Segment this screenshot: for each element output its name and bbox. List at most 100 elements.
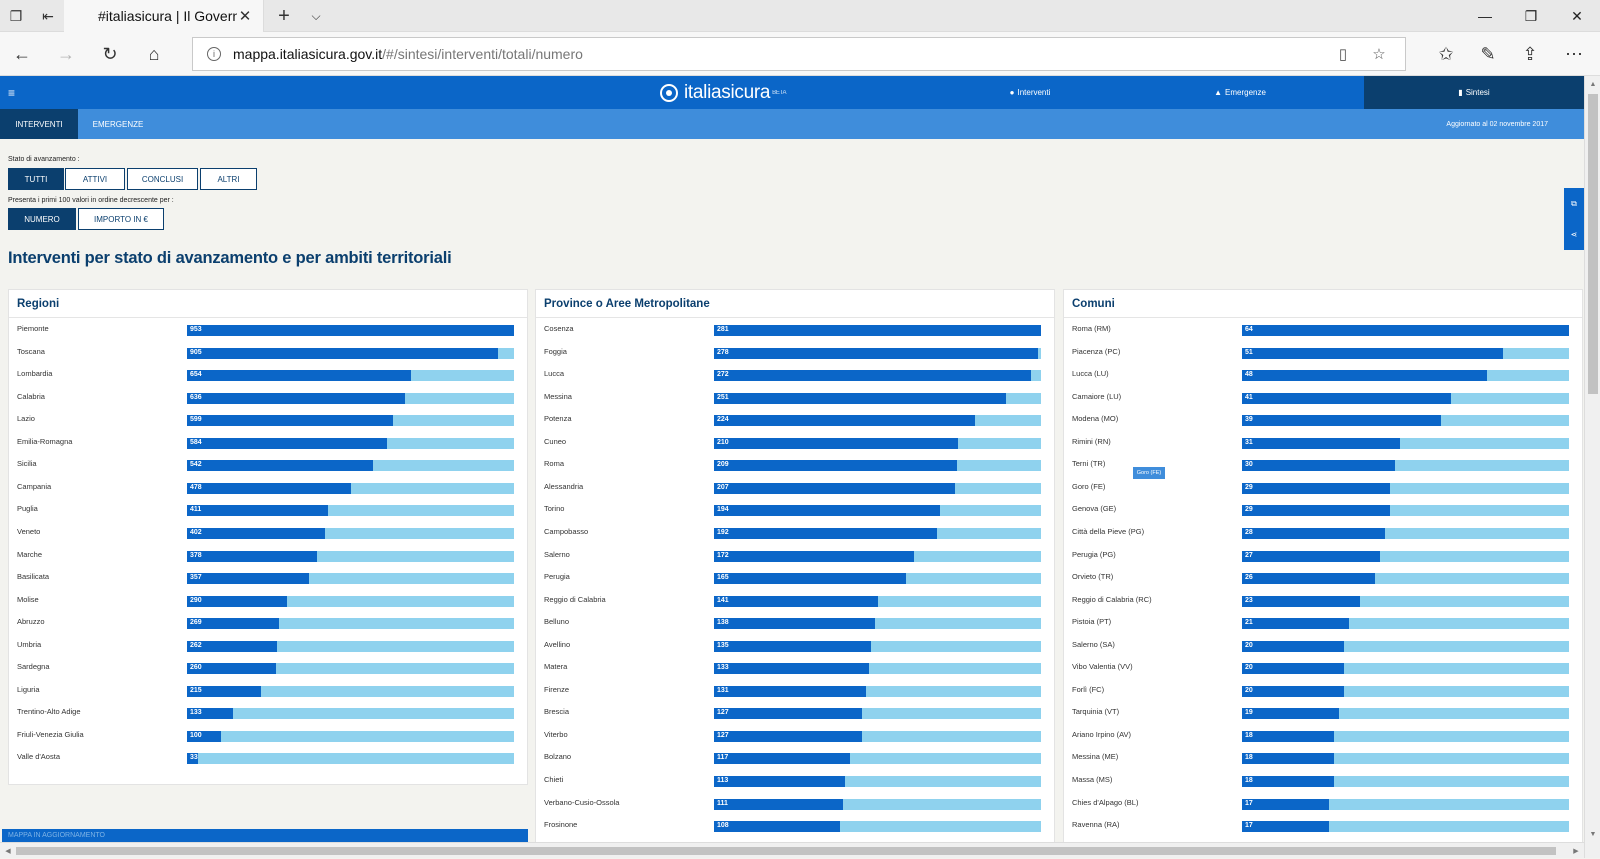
filter-attivi-button[interactable]: ATTIVI	[65, 168, 125, 190]
bar-fill[interactable]: 262	[187, 640, 277, 652]
bar-fill[interactable]: 100	[187, 730, 222, 742]
bar-fill[interactable]: 111	[714, 798, 844, 810]
bar-fill[interactable]: 138	[714, 618, 875, 630]
bar-row[interactable]: Matera 133	[536, 656, 1054, 678]
bar-fill[interactable]: 20	[1242, 663, 1345, 675]
bar-fill[interactable]: 18	[1242, 730, 1334, 742]
bar-row[interactable]: Foggia 278	[536, 341, 1054, 363]
bar-fill[interactable]: 127	[714, 730, 862, 742]
bar-row[interactable]: Umbria 262	[9, 634, 527, 656]
horizontal-scrollbar[interactable]: ◀ ▶	[0, 842, 1584, 858]
bar-fill[interactable]: 269	[187, 618, 280, 630]
notes-pen-icon[interactable]: ✎	[1480, 43, 1496, 64]
bar-row[interactable]: Valle d'Aosta 33	[9, 746, 527, 768]
tabs-aside-icon[interactable]: ❐	[9, 7, 23, 24]
bar-fill[interactable]: 402	[187, 527, 325, 539]
bar-row[interactable]: Torino 194	[536, 498, 1054, 520]
bar-row[interactable]: Lucca 272	[536, 363, 1054, 385]
favorite-star-icon[interactable]: ☆	[1372, 46, 1386, 63]
bar-fill[interactable]: 39	[1242, 415, 1442, 427]
bar-fill[interactable]: 357	[187, 573, 310, 585]
bar-fill[interactable]: 290	[187, 595, 287, 607]
filter-altri-button[interactable]: ALTRI	[200, 168, 257, 190]
bar-row[interactable]: Chies d'Alpago (BL) 17	[1064, 792, 1582, 814]
bar-row[interactable]: Viterbo 127	[536, 724, 1054, 746]
more-menu-icon[interactable]: ⋯	[1565, 43, 1583, 64]
bar-fill[interactable]: 411	[187, 505, 329, 517]
nav-emergenze[interactable]: ▲ Emergenze	[1140, 76, 1340, 109]
open-external-icon[interactable]: ⧉	[1571, 198, 1577, 208]
bar-fill[interactable]: 127	[714, 708, 862, 720]
bar-row[interactable]: Veneto 402	[9, 521, 527, 543]
bar-row[interactable]: Cuneo 210	[536, 431, 1054, 453]
bar-row[interactable]: Abruzzo 269	[9, 611, 527, 633]
bar-row[interactable]: Emilia-Romagna 584	[9, 431, 527, 453]
bar-row[interactable]: Reggio di Calabria (RC) 23	[1064, 589, 1582, 611]
bar-fill[interactable]: 953	[187, 325, 514, 336]
home-icon[interactable]: ⌂	[148, 43, 160, 64]
bar-row[interactable]: Firenze 131	[536, 679, 1054, 701]
bar-fill[interactable]: 905	[187, 347, 498, 359]
bar-row[interactable]: Messina 251	[536, 386, 1054, 408]
bar-row[interactable]: Cosenza 281	[536, 318, 1054, 340]
bar-row[interactable]: Toscana 905	[9, 341, 527, 363]
bar-row[interactable]: Sardegna 260	[9, 656, 527, 678]
bar-fill[interactable]: 29	[1242, 505, 1391, 517]
tab-emergenze[interactable]: EMERGENZE	[92, 119, 144, 129]
forward-icon[interactable]: →	[57, 43, 75, 64]
hamburger-menu-icon[interactable]: ≡	[8, 85, 16, 100]
bar-fill[interactable]: 133	[187, 708, 233, 720]
bar-row[interactable]: Messina (ME) 18	[1064, 746, 1582, 768]
bar-row[interactable]: Frosinone 108	[536, 814, 1054, 836]
bar-fill[interactable]: 29	[1242, 482, 1391, 494]
bar-row[interactable]: Tarquinia (VT) 19	[1064, 701, 1582, 723]
scroll-up-icon[interactable]: ▲	[1589, 80, 1597, 88]
vertical-scrollbar[interactable]: ▲ ▼	[1584, 76, 1600, 858]
bar-row[interactable]: Città della Pieve (PG) 28	[1064, 521, 1582, 543]
bar-row[interactable]: Trentino-Alto Adige 133	[9, 701, 527, 723]
bar-row[interactable]: Puglia 411	[9, 498, 527, 520]
bar-fill[interactable]: 18	[1242, 753, 1334, 765]
bar-row[interactable]: Brescia 127	[536, 701, 1054, 723]
bar-fill[interactable]: 165	[714, 573, 906, 585]
hscroll-thumb[interactable]	[16, 847, 1556, 855]
bar-row[interactable]: Marche 378	[9, 544, 527, 566]
bar-fill[interactable]: 224	[714, 415, 975, 427]
scroll-left-icon[interactable]: ◀	[5, 848, 11, 855]
bar-row[interactable]: Piemonte 953	[9, 318, 527, 340]
bar-fill[interactable]: 51	[1242, 347, 1503, 359]
bar-fill[interactable]: 64	[1242, 325, 1569, 336]
bar-row[interactable]: Verbano-Cusio-Ossola 111	[536, 792, 1054, 814]
bar-fill[interactable]: 33	[187, 753, 199, 765]
bar-fill[interactable]: 599	[187, 415, 393, 427]
bar-fill[interactable]: 272	[714, 370, 1031, 382]
bar-fill[interactable]: 18	[1242, 776, 1334, 787]
bar-row[interactable]: Massa (MS) 18	[1064, 769, 1582, 791]
bar-row[interactable]: Salerno (SA) 20	[1064, 634, 1582, 656]
bar-row[interactable]: Perugia 165	[536, 566, 1054, 588]
bar-fill[interactable]: 23	[1242, 595, 1360, 607]
bar-fill[interactable]: 135	[714, 640, 872, 652]
bar-row[interactable]: Avellino 135	[536, 634, 1054, 656]
bar-row[interactable]: Bolzano 117	[536, 746, 1054, 768]
bar-fill[interactable]: 117	[714, 753, 851, 765]
bar-fill[interactable]: 141	[714, 595, 879, 607]
bar-row[interactable]: Friuli-Venezia Giulia 100	[9, 724, 527, 746]
bar-row[interactable]: Roma 209	[536, 453, 1054, 475]
bar-fill[interactable]: 172	[714, 550, 915, 562]
bar-fill[interactable]: 26	[1242, 573, 1375, 585]
bar-fill[interactable]: 19	[1242, 708, 1340, 720]
order-numero-button[interactable]: NUMERO	[8, 208, 76, 230]
bar-fill[interactable]: 278	[714, 347, 1038, 359]
bar-row[interactable]: Goro (FE) 29	[1064, 476, 1582, 498]
bar-fill[interactable]: 260	[187, 663, 277, 675]
bar-fill[interactable]: 636	[187, 392, 406, 404]
bar-row[interactable]: Chieti 113	[536, 769, 1054, 791]
scroll-right-icon[interactable]: ▶	[1573, 848, 1579, 855]
nav-interventi[interactable]: ● Interventi	[930, 76, 1130, 109]
bar-row[interactable]: Piacenza (PC) 51	[1064, 341, 1582, 363]
bar-fill[interactable]: 28	[1242, 527, 1386, 539]
bar-row[interactable]: Campania 478	[9, 476, 527, 498]
bar-fill[interactable]: 251	[714, 392, 1007, 404]
address-bar[interactable]: i mappa.italiasicura.gov.it/#/sintesi/in…	[192, 37, 1406, 71]
